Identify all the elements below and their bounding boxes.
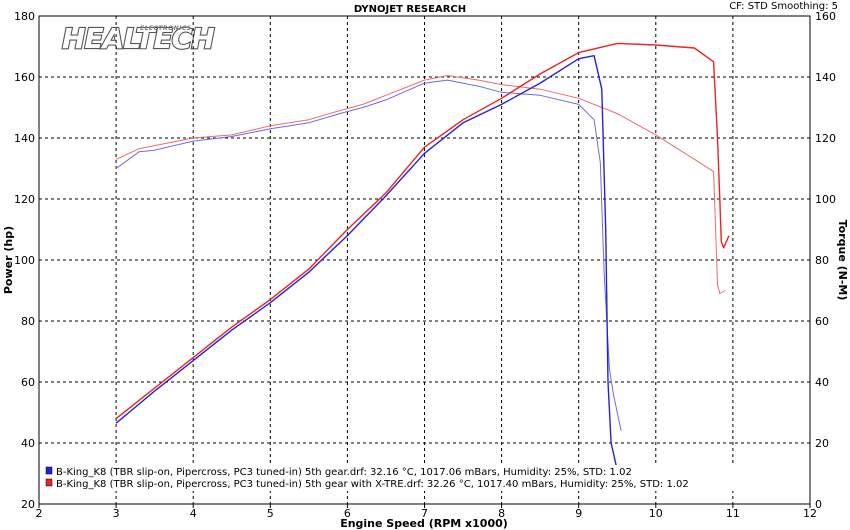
y-left-tick-label: 140 (14, 132, 35, 145)
legend-background (44, 465, 744, 491)
x-tick-label: 10 (649, 507, 663, 520)
y-left-tick-label: 40 (21, 437, 35, 450)
chart-title: DYNOJET RESEARCH (354, 4, 466, 15)
y-right-tick-label: 140 (815, 71, 836, 84)
y-left-tick-label: 60 (21, 376, 35, 389)
legend-swatch-blue (45, 466, 53, 475)
legend-entry-blue: B-King_K8 (TBR slip-on, Pipercross, PC3 … (56, 467, 632, 478)
power-curve-red (115, 42, 730, 420)
x-tick-label: 9 (575, 507, 582, 520)
power-curve-blue (115, 55, 618, 471)
x-tick-label: 5 (267, 507, 274, 520)
y-right-tick-label: 100 (815, 193, 836, 206)
y-left-tick-label: 180 (14, 10, 35, 23)
x-tick-label: 7 (421, 507, 428, 520)
y-right-tick-label: 20 (815, 437, 829, 450)
healtech-logo: HEALTECH ELECTRONICS (61, 21, 216, 56)
y-right-tick-label: 120 (815, 132, 836, 145)
axis-ticks: 2 3 4 5 6 7 8 9 10 11 12 20 40 60 80 100 120 140 160 180 0 20… (14, 10, 836, 520)
torque-curve-red (115, 75, 726, 294)
y-right-tick-label: 0 (815, 498, 822, 511)
x-tick-label: 4 (190, 507, 197, 520)
y-left-tick-label: 100 (14, 254, 35, 267)
legend-swatch-red (45, 478, 53, 487)
x-tick-label: 8 (498, 507, 505, 520)
y-left-tick-label: 80 (21, 315, 35, 328)
logo-tagline: ELECTRONICS (140, 25, 192, 32)
y-right-tick-label: 60 (815, 315, 829, 328)
torque-curve-blue (115, 79, 622, 431)
x-axis-label: Engine Speed (RPM x1000) (340, 517, 508, 530)
logo-brand: HEALTECH (62, 22, 214, 55)
legend: B-King_K8 (TBR slip-on, Pipercross, PC3 … (44, 465, 744, 491)
x-tick-label: 6 (344, 507, 351, 520)
y-left-tick-label: 120 (14, 193, 35, 206)
chart-settings: CF: STD Smoothing: 5 (729, 1, 838, 12)
series-layer (115, 42, 730, 471)
y-axis-left-label: Power (hp) (2, 226, 15, 294)
y-right-tick-label: 40 (815, 376, 829, 389)
y-left-tick-label: 160 (14, 71, 35, 84)
y-right-tick-label: 80 (815, 254, 829, 267)
grid-lines (39, 16, 810, 504)
x-tick-label: 11 (726, 507, 740, 520)
y-right-tick-label: 160 (815, 10, 836, 23)
y-axis-right-label: Torque (N-M) (836, 220, 849, 301)
x-tick-label: 12 (803, 507, 817, 520)
x-tick-label: 3 (113, 507, 120, 520)
x-tick-label: 2 (36, 507, 43, 520)
legend-entry-red: B-King_K8 (TBR slip-on, Pipercross, PC3 … (56, 479, 689, 490)
y-left-tick-label: 20 (21, 498, 35, 511)
